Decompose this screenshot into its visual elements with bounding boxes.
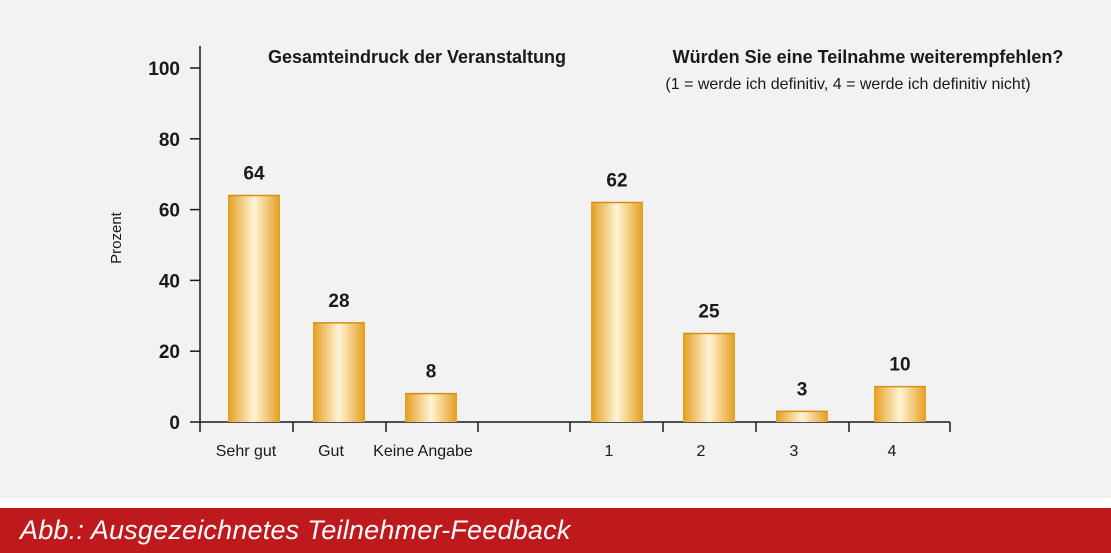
bar — [313, 322, 365, 422]
y-tick-label: 20 — [159, 342, 180, 363]
figure-caption: Abb.: Ausgezeichnetes Teilnehmer-Feedbac… — [20, 515, 571, 545]
x-tick-label: Gut — [318, 443, 344, 460]
data-label: 28 — [328, 291, 349, 312]
bar — [874, 386, 926, 422]
labels: 0 20 40 60 80 100 Prozent Gesamteindruck der Ve… — [108, 47, 1063, 460]
panel-title: Würden Sie eine Teilnahme weiterempfehle… — [673, 47, 1064, 67]
data-label: 3 — [797, 379, 808, 400]
y-tick-label: 40 — [159, 271, 180, 292]
y-axis-label: Prozent — [108, 211, 125, 264]
caption-bar: Abb.: Ausgezeichnetes Teilnehmer-Feedbac… — [0, 508, 1111, 553]
axes — [190, 46, 951, 432]
data-label: 25 — [698, 302, 720, 323]
data-label: 10 — [889, 355, 910, 376]
panel-subtitle: (1 = werde ich definitiv, 4 = werde ich … — [665, 76, 1030, 93]
x-tick-label: Keine Angabe — [373, 443, 473, 460]
y-tick-label: 80 — [159, 130, 180, 151]
bar — [591, 202, 643, 422]
data-label: 8 — [426, 362, 437, 383]
data-label: 64 — [243, 163, 265, 184]
bars — [228, 194, 926, 422]
y-tick-label: 0 — [169, 413, 180, 434]
data-label: 62 — [606, 171, 627, 192]
x-tick-label: 2 — [697, 443, 706, 460]
bar-chart: 0 20 40 60 80 100 Prozent Gesamteindruck der Ve… — [108, 46, 1063, 460]
x-tick-label: Sehr gut — [216, 443, 277, 460]
x-tick-label: 1 — [605, 443, 614, 460]
bar — [776, 411, 828, 422]
bar — [683, 333, 735, 422]
y-tick-label: 60 — [159, 201, 180, 222]
chart-panel: 0 20 40 60 80 100 Prozent Gesamteindruck der Ve… — [0, 0, 1111, 498]
y-tick-label: 100 — [148, 59, 180, 80]
bar — [228, 195, 280, 422]
bar — [405, 393, 457, 422]
panel-title: Gesamteindruck der Veranstaltung — [268, 47, 566, 67]
x-tick-label: 4 — [888, 443, 897, 460]
x-tick-label: 3 — [790, 443, 799, 460]
